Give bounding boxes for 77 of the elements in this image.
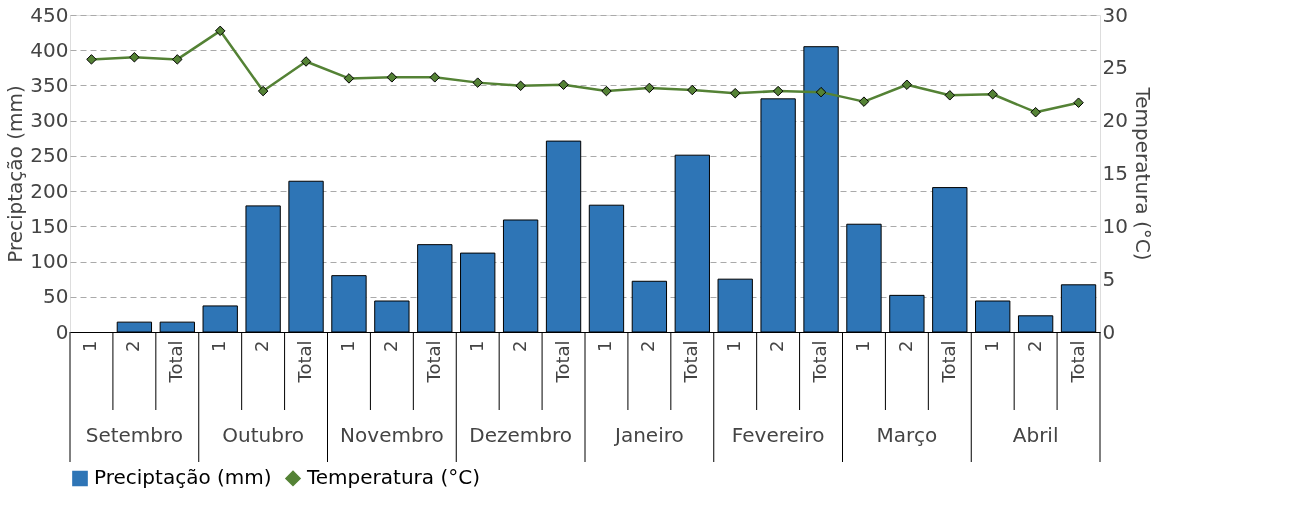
text: Dezembro	[469, 423, 572, 447]
x-tick-label: 2	[637, 340, 659, 352]
y2-axis-title: Temperatura (°C)	[1130, 86, 1155, 261]
y2-tick-label: 5	[1102, 266, 1116, 291]
y2-tick-label: 30	[1102, 2, 1128, 27]
point	[86, 54, 97, 65]
point	[987, 89, 998, 100]
y-tick-label: 250	[30, 143, 69, 168]
text: Março	[876, 423, 938, 447]
point	[687, 84, 698, 96]
y2-tick-label: 20	[1102, 108, 1128, 133]
point	[601, 85, 612, 97]
point	[772, 85, 784, 97]
text: Janeiro	[613, 423, 684, 447]
x-tick-label: Total	[1066, 340, 1088, 384]
x-tick-label: Total	[937, 340, 959, 384]
point	[472, 77, 483, 88]
x-tick-label: 2	[894, 340, 916, 352]
x-tick-label: 1	[465, 340, 487, 352]
point	[386, 72, 398, 83]
point	[172, 54, 183, 65]
x-tick-label: Total	[165, 340, 187, 384]
point	[944, 90, 956, 101]
x-tick-label: 2	[1023, 340, 1045, 352]
x-tick-label: Total	[809, 340, 831, 384]
point	[300, 56, 312, 67]
text: Setembro	[85, 423, 184, 447]
point	[644, 82, 655, 94]
y-tick-label: 200	[30, 178, 69, 203]
y-tick-label: 150	[30, 213, 69, 238]
x-tick-label: 2	[379, 340, 401, 352]
x-tick-label: 2	[122, 340, 144, 352]
point	[214, 25, 226, 37]
point	[901, 79, 913, 90]
text: Outubro	[222, 423, 304, 447]
y2-tick-label: 15	[1102, 161, 1128, 185]
y-tick-label: 400	[30, 37, 69, 62]
text: Fevereiro	[731, 423, 825, 447]
legend-label: Temperatura (°C)	[306, 465, 481, 490]
point	[1073, 97, 1084, 108]
point	[429, 72, 441, 83]
x-tick-label: 1	[594, 340, 616, 352]
y-tick-label: 300	[30, 108, 69, 133]
x-tick-label: 1	[79, 340, 101, 352]
x-tick-label: Total	[294, 340, 316, 384]
point	[257, 85, 269, 97]
text: Novembro	[340, 423, 444, 447]
x-tick-label: 1	[208, 340, 230, 352]
point	[515, 80, 526, 92]
x-tick-label: 1	[723, 340, 745, 352]
y-tick-label: 0	[55, 319, 69, 344]
point	[129, 52, 140, 63]
x-tick-label: 1	[980, 340, 1002, 352]
point	[858, 96, 870, 107]
x-tick-label: Total	[551, 340, 573, 384]
y-tick-label: 350	[30, 72, 69, 97]
y-tick-label: 50	[43, 284, 69, 309]
y2-tick-label: 10	[1102, 213, 1128, 238]
point	[343, 73, 355, 84]
y2-tick-label: 25	[1102, 55, 1128, 80]
y-tick-label: 450	[30, 2, 69, 27]
point	[1030, 106, 1041, 118]
x-tick-label: Total	[422, 340, 444, 384]
x-tick-label: 2	[508, 340, 530, 352]
point	[558, 79, 569, 90]
legend-label: Preciptação (mm)	[94, 465, 272, 490]
x-tick-label: 2	[251, 340, 273, 352]
x-tick-label: Total	[680, 340, 702, 384]
point	[729, 87, 741, 99]
y-axis-title: Preciptação (mm)	[3, 85, 28, 263]
text: Abril	[1012, 423, 1059, 447]
x-tick-label: 1	[851, 340, 873, 352]
y-tick-label: 100	[30, 249, 69, 274]
y2-tick-label: 0	[1102, 319, 1116, 344]
x-tick-label: 2	[766, 340, 788, 352]
x-tick-label: 1	[336, 340, 358, 352]
point	[815, 86, 827, 98]
